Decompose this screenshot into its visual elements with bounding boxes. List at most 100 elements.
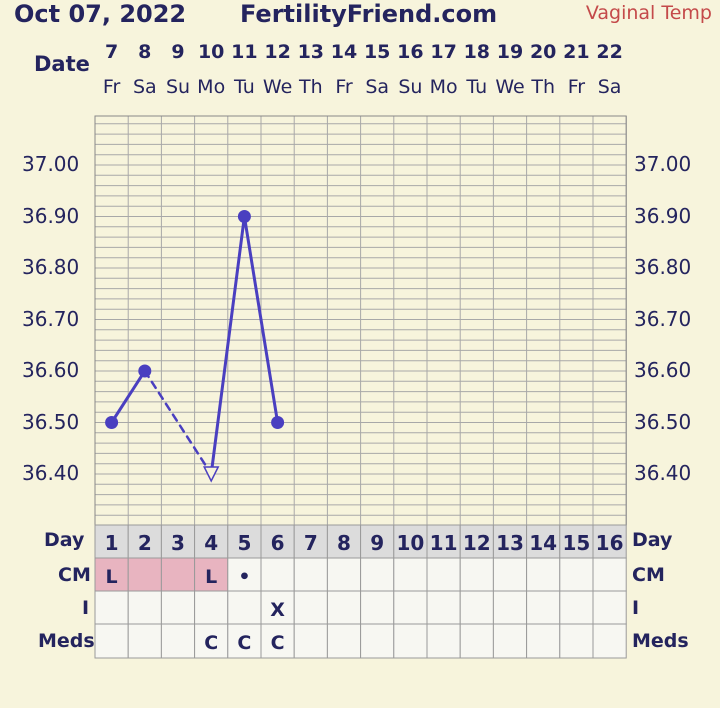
cycle-day-label: 14: [529, 531, 557, 555]
meds-cell: [293, 623, 328, 659]
meds-cell: [559, 623, 594, 659]
meds-entry: C: [271, 632, 285, 654]
cm-entry: •: [238, 566, 250, 588]
y-tick-label-left: 36.50: [22, 409, 80, 434]
cycle-day-label: 1: [105, 531, 119, 555]
i-cell: [293, 590, 328, 625]
weekday-label: Sa: [365, 76, 390, 98]
intercourse-entry: X: [270, 599, 285, 621]
weekday-label: Fr: [102, 76, 121, 98]
date-number: 21: [563, 41, 590, 63]
y-tick-label-left: 36.70: [22, 306, 80, 331]
temp-line-segment: [110, 369, 147, 424]
weekday-label: Su: [398, 76, 423, 98]
date-row-label: Date: [34, 52, 90, 76]
meds-row-label-left: Meds: [38, 630, 95, 652]
i-row-label-right: I: [632, 597, 640, 619]
weekday-label: Tu: [466, 76, 488, 98]
date-number: 7: [104, 41, 119, 63]
meds-cell: [94, 623, 129, 659]
date-number: 14: [330, 41, 358, 63]
meds-cell: [592, 623, 627, 659]
temp-line-segment: [143, 369, 213, 476]
meds-cell: [227, 623, 262, 659]
temp-type-label: Vaginal Temp: [585, 2, 712, 24]
i-cell: [194, 590, 229, 625]
cm-cell: [459, 557, 494, 592]
i-cell: [127, 590, 162, 625]
y-tick-label-left: 36.90: [22, 203, 80, 228]
cm-cell: [426, 557, 461, 592]
i-cell: [160, 590, 196, 625]
day-cell: [326, 524, 362, 559]
weekday-label: We: [495, 76, 525, 98]
meds-cell: [526, 623, 561, 659]
date-number: 17: [430, 41, 457, 63]
i-cell: [459, 590, 494, 625]
meds-cell: [393, 623, 428, 659]
cm-cell: [293, 557, 328, 592]
weekday-label: Th: [298, 76, 323, 98]
date-number: 19: [496, 41, 524, 63]
cycle-day-label: 4: [204, 531, 218, 555]
cycle-day-label: 10: [396, 531, 424, 555]
cm-cell: [393, 557, 428, 592]
date-number: 9: [171, 41, 185, 63]
cm-entry: L: [205, 566, 217, 588]
weekday-label: Th: [531, 76, 556, 98]
cm-entry: L: [106, 566, 118, 588]
i-cell: [326, 590, 362, 625]
meds-entry: C: [204, 632, 218, 654]
chart-date: Oct 07, 2022: [14, 0, 187, 28]
cm-cell: [160, 557, 196, 592]
day-cell: [592, 524, 627, 559]
day-cell: [426, 524, 461, 559]
weekday-label: Mo: [197, 76, 226, 98]
date-number: 22: [596, 41, 623, 63]
y-tick-label-right: 36.40: [634, 461, 692, 485]
cycle-day-label: 13: [496, 531, 524, 555]
cm-cell: [592, 557, 627, 592]
cycle-day-label: 15: [562, 531, 590, 555]
cm-cell: [94, 557, 129, 592]
y-tick-label-left: 36.80: [22, 255, 80, 279]
day-cell: [260, 524, 295, 559]
cm-cell: [227, 557, 262, 592]
i-cell: [492, 590, 528, 625]
cm-cell: [559, 557, 594, 592]
temp-line-segment: [209, 215, 246, 476]
y-tick-label-right: 36.50: [634, 409, 692, 434]
cycle-day-label: 6: [271, 531, 285, 555]
temp-point: [105, 416, 119, 429]
day-row-label-left: Day: [44, 529, 85, 551]
temp-line-segment: [242, 215, 280, 424]
i-cell: [526, 590, 561, 625]
day-cell: [526, 524, 561, 559]
y-tick-label-right: 36.80: [634, 255, 692, 279]
day-row-label-right: Day: [632, 529, 673, 551]
meds-cell: [492, 623, 528, 659]
cycle-day-label: 9: [370, 531, 384, 555]
cycle-day-label: 8: [337, 531, 351, 555]
date-number: 15: [363, 41, 391, 63]
weekday-label: Sa: [132, 76, 157, 98]
y-tick-label-right: 37.00: [634, 152, 692, 176]
cm-cell: [260, 557, 295, 592]
weekday-label: Mo: [429, 76, 458, 98]
meds-cell: [360, 623, 395, 659]
cm-cell: [492, 557, 528, 592]
date-number: 12: [264, 41, 291, 63]
i-cell: [393, 590, 428, 625]
i-cell: [426, 590, 461, 625]
cycle-day-label: 7: [304, 531, 318, 555]
temp-point: [237, 210, 251, 223]
meds-cell: [459, 623, 494, 659]
meds-cell: [194, 623, 229, 659]
meds-cell: [426, 623, 461, 659]
i-cell: [227, 590, 262, 625]
temp-point-discarded: [202, 466, 220, 483]
temp-point: [271, 416, 285, 429]
cm-cell: [326, 557, 362, 592]
cycle-day-label: 12: [463, 531, 491, 555]
weekday-label: Su: [165, 76, 191, 98]
